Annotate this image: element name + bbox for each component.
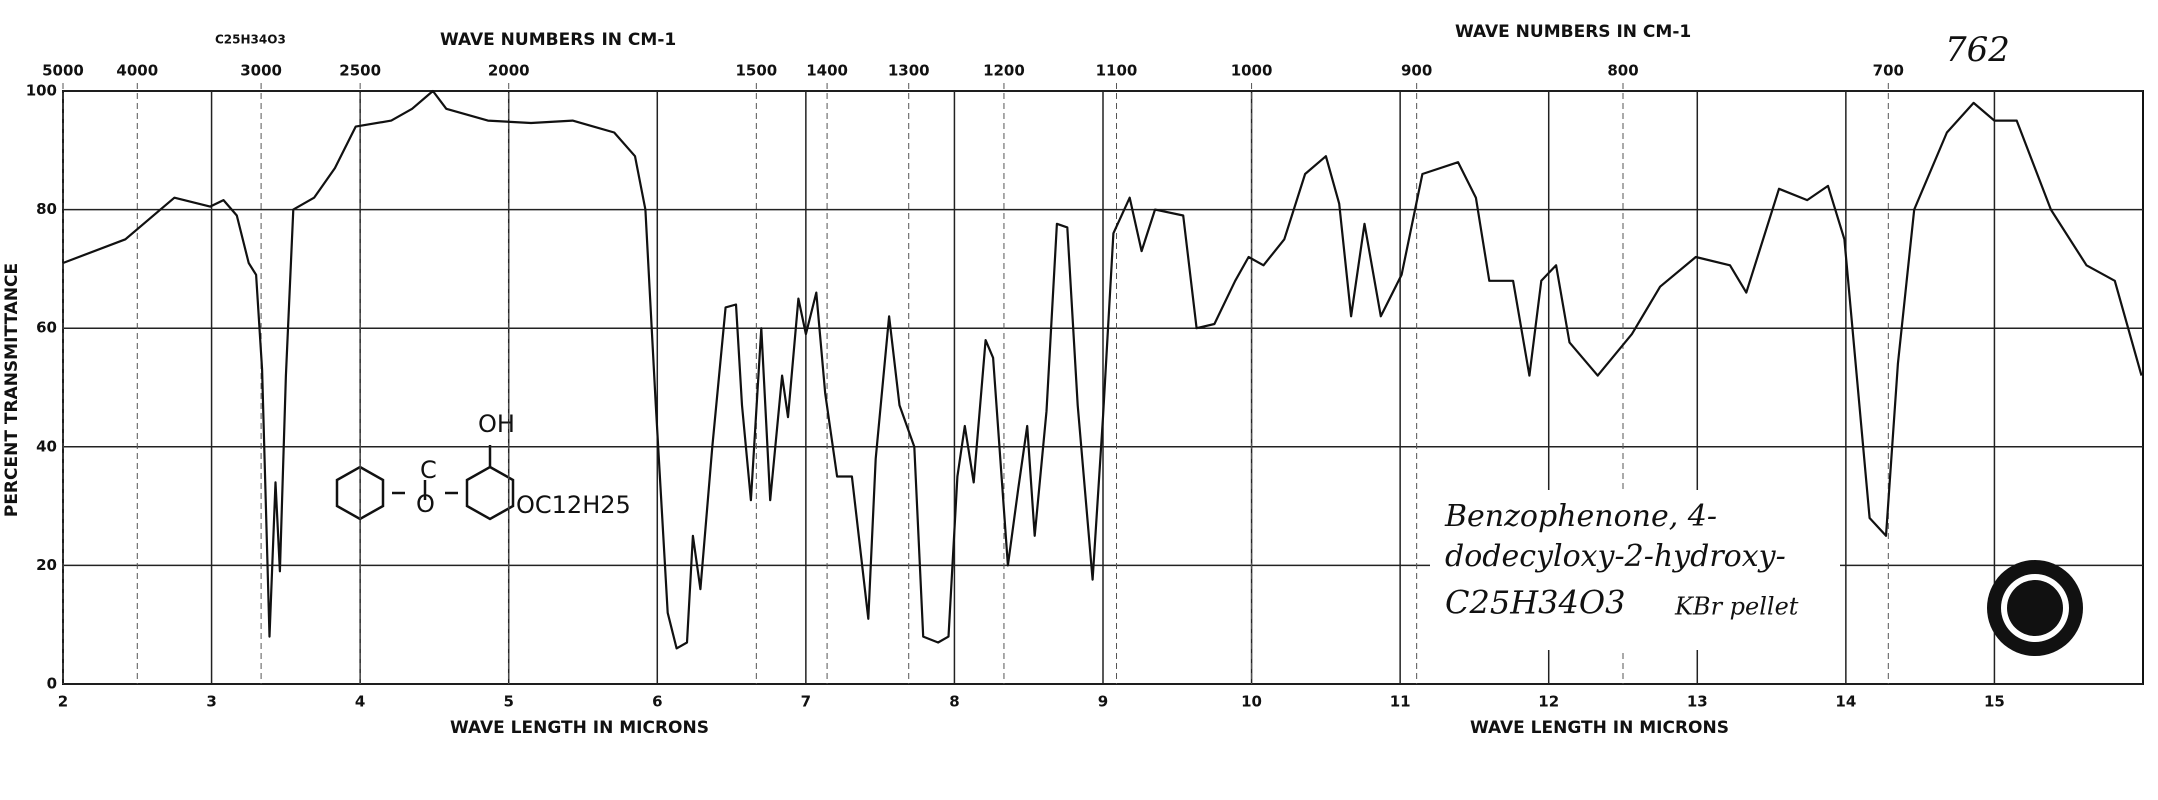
x2-tick-label: 1100: [1096, 62, 1138, 80]
y-tick-label: 0: [47, 675, 57, 693]
x2-tick-label: 800: [1607, 62, 1638, 80]
x-tick-label: 6: [652, 693, 662, 711]
bottom-axis-label: WAVE LENGTH IN MICRONS: [450, 718, 709, 738]
x-tick-label: 8: [949, 693, 959, 711]
annotation: dodecyloxy-2-hydroxy-: [1445, 539, 1786, 574]
x-tick-label: 10: [1241, 693, 1262, 711]
x2-tick-label: 5000: [42, 62, 84, 80]
x2-tick-label: 1500: [735, 62, 777, 80]
annotation: KBr pellet: [1674, 593, 1799, 621]
annotation: C25H34O3: [1445, 584, 1625, 622]
x2-tick-label: 2000: [488, 62, 530, 80]
logo: [1987, 560, 2083, 656]
y-tick-label: 80: [36, 200, 57, 218]
structure-label: OC12H25: [516, 491, 631, 519]
bottom-axis-label: WAVE LENGTH IN MICRONS: [1470, 718, 1729, 738]
sample-number: 762: [1945, 30, 2010, 70]
spectrum-line: [62, 89, 2143, 650]
top-axis-label: WAVE NUMBERS IN CM-1: [1455, 22, 1691, 42]
x-tick-label: 14: [1835, 693, 1856, 711]
atom: O: [416, 490, 435, 518]
y-tick-label: 40: [36, 437, 57, 455]
y-tick-label: 100: [26, 82, 57, 100]
x-tick-label: 5: [503, 693, 513, 711]
x-tick-label: 7: [801, 693, 811, 711]
x-tick-label: 2: [58, 693, 68, 711]
x-tick-label: 13: [1687, 693, 1708, 711]
benzene-ring: [465, 465, 515, 521]
x2-tick-label: 1200: [983, 62, 1025, 80]
x-tick-label: 15: [1984, 693, 2005, 711]
formula-label: C25H34O3: [215, 33, 286, 47]
x2-tick-label: 1400: [806, 62, 848, 80]
x-tick-label: 4: [355, 693, 365, 711]
top-axis-label: WAVE NUMBERS IN CM-1: [440, 30, 676, 50]
x2-tick-label: 900: [1401, 62, 1432, 80]
x2-tick-label: 4000: [116, 62, 158, 80]
x2-tick-label: 2500: [339, 62, 381, 80]
atom: C: [420, 456, 437, 484]
x2-tick-label: 700: [1873, 62, 1904, 80]
annotation: Benzophenone, 4-: [1444, 499, 1717, 534]
x-tick-label: 11: [1390, 693, 1411, 711]
x2-tick-label: 1000: [1231, 62, 1273, 80]
x-tick-label: 12: [1538, 693, 1559, 711]
x2-tick-label: 1300: [888, 62, 930, 80]
y-tick-label: 20: [36, 556, 57, 574]
x2-tick-label: 3000: [240, 62, 282, 80]
annotation-box: [1430, 490, 1840, 650]
x-tick-label: 3: [206, 693, 216, 711]
x-tick-label: 9: [1098, 693, 1108, 711]
y-tick-label: 60: [36, 319, 57, 337]
y-axis-label: PERCENT TRANSMITTANCE: [2, 263, 22, 517]
